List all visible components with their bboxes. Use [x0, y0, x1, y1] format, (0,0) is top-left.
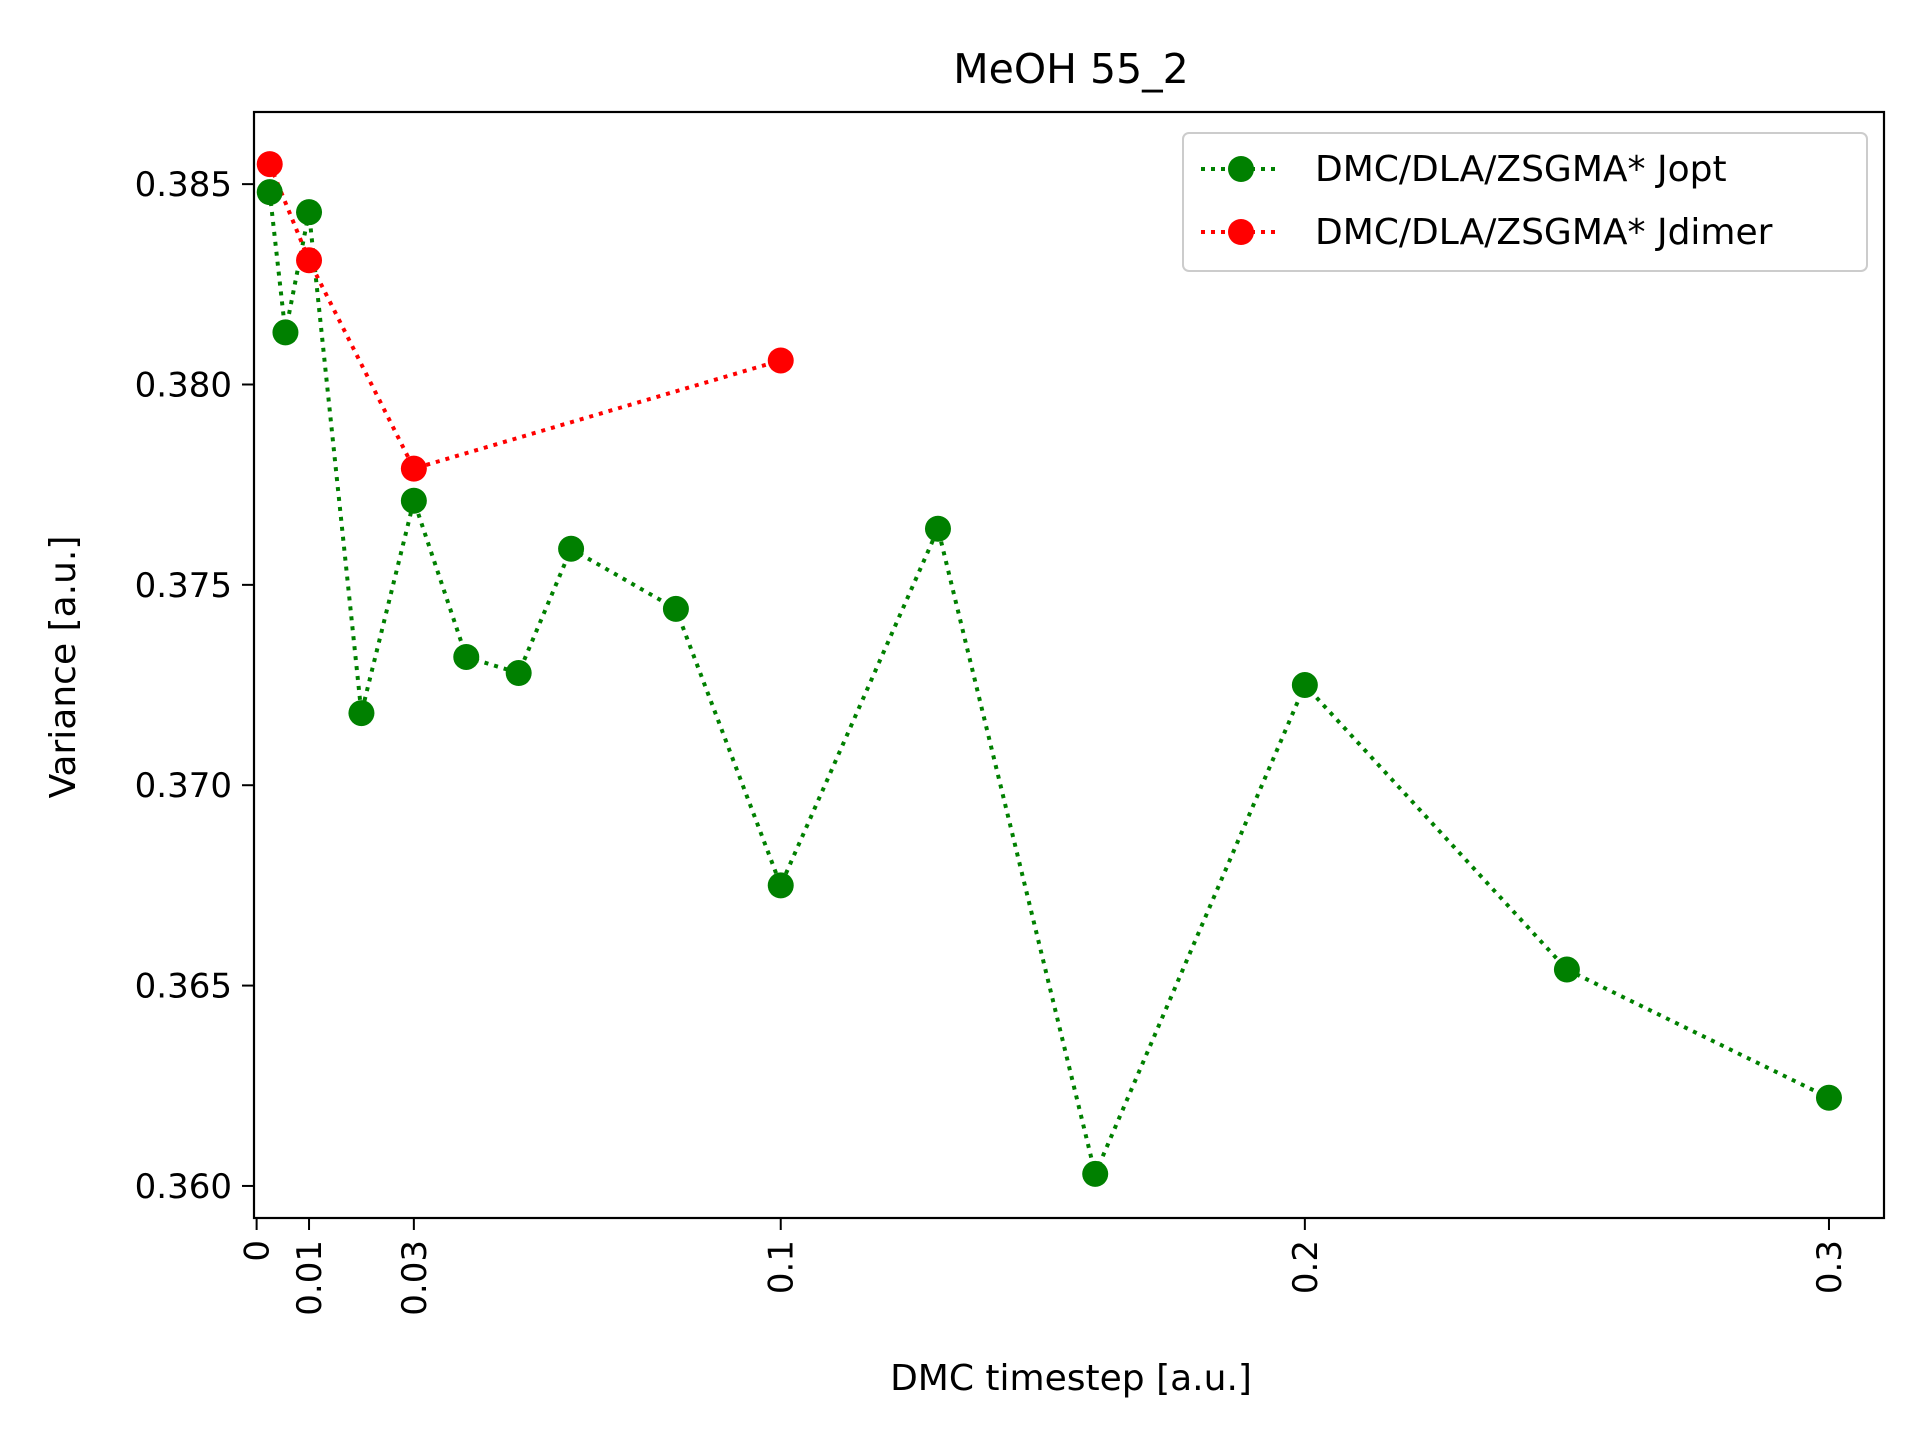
data-point-series-0-3 — [348, 700, 375, 727]
data-point-series-1-3 — [767, 347, 794, 374]
x-tick-label-1: 0.01 — [290, 1240, 330, 1316]
y-axis-label: Variance [a.u.] — [43, 536, 84, 799]
y-tick-label-0: 0.360 — [135, 1167, 232, 1207]
x-tick-label-4: 0.2 — [1286, 1240, 1326, 1294]
x-axis-label: DMC timestep [a.u.] — [890, 1358, 1252, 1399]
data-point-series-0-4 — [400, 487, 427, 514]
data-point-series-0-7 — [558, 535, 585, 562]
data-point-series-0-11 — [1082, 1160, 1109, 1187]
legend-label-0: DMC/DLA/ZSGMA* Jopt — [1315, 149, 1727, 190]
data-point-series-1-2 — [400, 455, 427, 482]
y-tick-label-1: 0.365 — [135, 967, 232, 1007]
plot-frame — [252, 110, 1886, 1220]
data-point-series-1-1 — [296, 247, 323, 274]
y-tick-label-2: 0.370 — [135, 766, 232, 806]
x-tick-label-3: 0.1 — [762, 1240, 802, 1294]
data-point-series-0-5 — [453, 643, 480, 670]
series-line-1 — [267, 163, 782, 471]
data-point-series-0-2 — [296, 199, 323, 226]
data-point-series-0-14 — [1815, 1084, 1842, 1111]
x-tick-label-0: 0 — [238, 1240, 278, 1262]
data-point-series-0-0 — [256, 179, 283, 206]
legend-marker-0 — [1228, 156, 1254, 182]
chart-title: MeOH 55_2 — [953, 45, 1189, 93]
data-point-series-1-0 — [256, 151, 283, 178]
data-point-series-0-6 — [505, 660, 532, 687]
data-point-series-0-12 — [1291, 672, 1318, 699]
legend: DMC/DLA/ZSGMA* Jopt DMC/DLA/ZSGMA* Jdimer — [1182, 132, 1868, 272]
y-tick-label-3: 0.375 — [135, 566, 232, 606]
legend-marker-1 — [1228, 219, 1254, 245]
x-tick-label-2: 0.03 — [395, 1240, 435, 1316]
legend-frame — [1182, 132, 1868, 272]
data-point-series-0-8 — [662, 595, 689, 622]
data-point-series-0-10 — [924, 515, 951, 542]
x-tick-label-5: 0.3 — [1810, 1240, 1850, 1294]
legend-label-1: DMC/DLA/ZSGMA* Jdimer — [1315, 212, 1773, 253]
y-tick-label-5: 0.385 — [135, 165, 232, 205]
y-tick-label-4: 0.380 — [135, 365, 232, 405]
data-point-series-0-1 — [272, 319, 299, 346]
data-point-series-0-13 — [1553, 956, 1580, 983]
data-point-series-0-9 — [767, 872, 794, 899]
